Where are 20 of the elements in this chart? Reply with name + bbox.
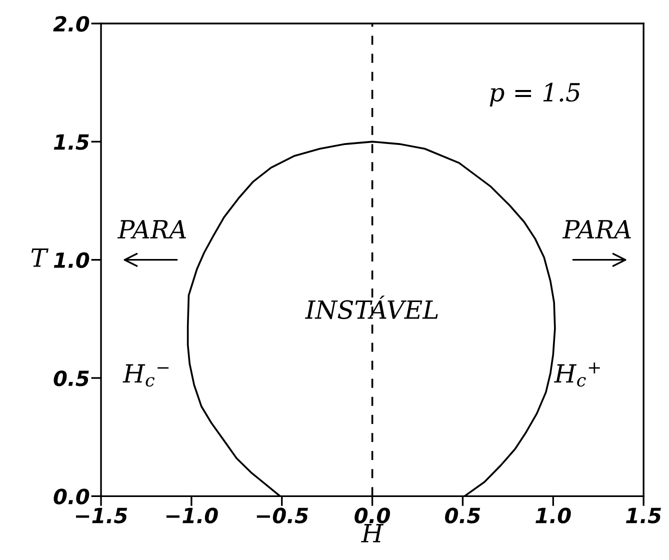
x-axis-title: H	[361, 524, 384, 542]
y-tick-label: 0.0	[54, 488, 90, 504]
y-tick-label: 1.5	[54, 134, 89, 150]
x-tick-label: 0.0	[354, 508, 390, 524]
annotation: H$_{c}$$^{+}$	[554, 362, 600, 387]
annotation: H$_{c}$$^{−}$	[122, 364, 169, 387]
annotation: INSTÁVEL	[304, 296, 438, 320]
x-tick-label: 0.5	[445, 508, 480, 524]
y-tick-label: 2.0	[53, 16, 90, 32]
annotation: PARA	[562, 220, 631, 238]
y-tick-label: 1.0	[54, 252, 90, 268]
y-tick-label: 0.5	[54, 370, 89, 386]
x-tick-label: 1.5	[626, 508, 661, 524]
y-axis-title: T	[31, 248, 48, 267]
annotation: PARA	[117, 220, 186, 238]
annotation: p = 1.5	[490, 82, 580, 107]
x-tick-label: −0.5	[256, 508, 308, 524]
x-tick-label: −1.0	[166, 508, 218, 524]
x-tick-label: 1.0	[536, 508, 571, 524]
x-tick-label: −1.5	[76, 508, 128, 524]
